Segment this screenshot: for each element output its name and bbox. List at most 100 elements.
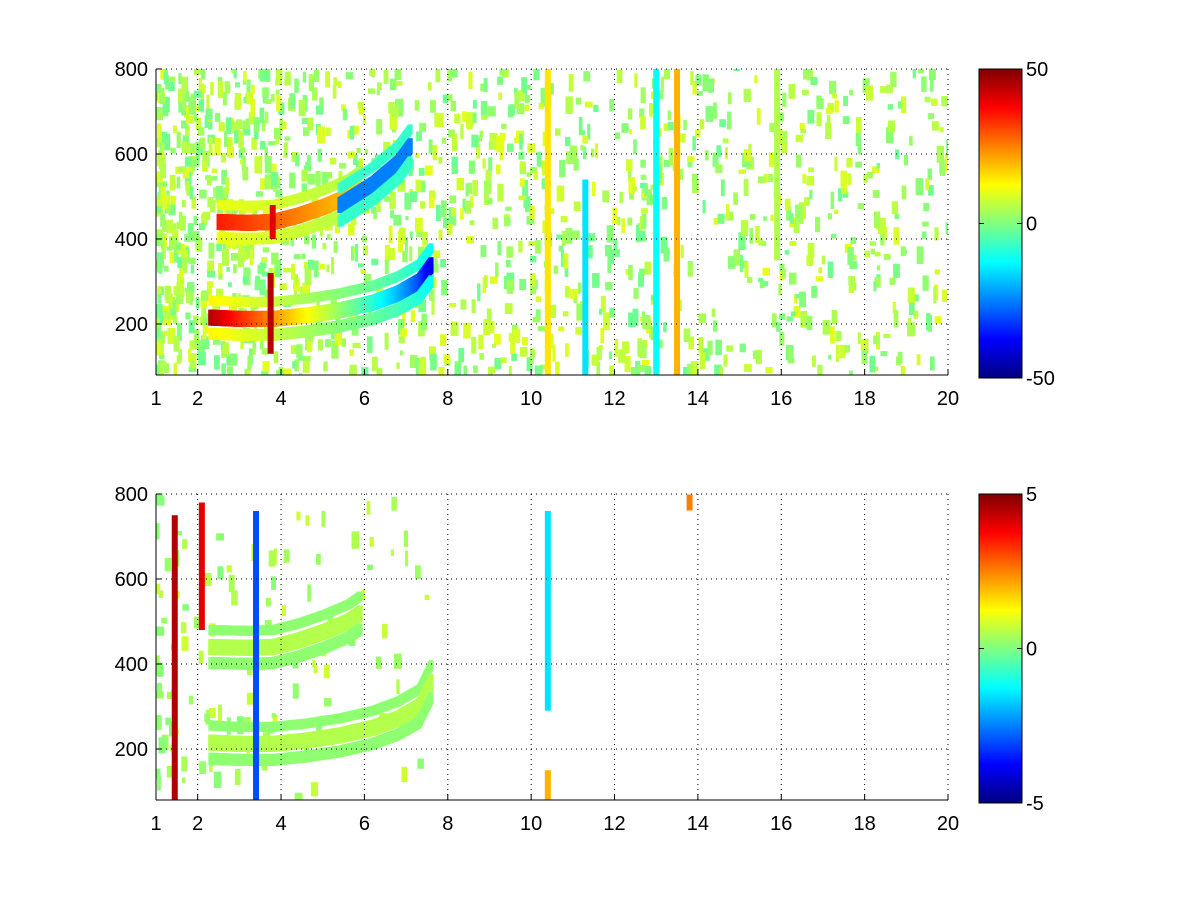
noise-cell xyxy=(610,249,615,265)
noise-cell xyxy=(451,156,458,175)
noise-cell xyxy=(415,217,423,233)
noise-cell xyxy=(178,349,183,362)
noise-cell xyxy=(529,205,535,220)
noise-cell xyxy=(842,116,850,125)
noise-cell xyxy=(226,366,233,375)
streak-mark xyxy=(653,69,660,375)
noise-cell xyxy=(733,249,740,266)
noise-cell xyxy=(242,124,251,136)
noise-cell xyxy=(283,142,288,158)
streak-mark xyxy=(267,273,274,354)
noise-cell xyxy=(361,589,365,600)
noise-cell xyxy=(156,494,164,498)
ridge-cell xyxy=(428,257,434,274)
noise-cell xyxy=(160,184,166,202)
noise-cell xyxy=(303,165,312,172)
noise-cell xyxy=(428,139,433,154)
noise-cell xyxy=(716,145,722,157)
noise-cell xyxy=(800,128,807,134)
noise-cell xyxy=(303,262,311,269)
noise-cell xyxy=(334,329,343,346)
noise-cell xyxy=(315,105,324,115)
noise-cell xyxy=(893,310,899,328)
noise-cell xyxy=(726,345,734,352)
noise-cell xyxy=(600,327,605,344)
noise-cell xyxy=(912,69,916,79)
noise-cell xyxy=(630,366,638,375)
noise-cell xyxy=(663,69,671,80)
noise-cell xyxy=(214,355,220,370)
noise-cell xyxy=(158,590,164,598)
noise-cell xyxy=(720,179,725,197)
noise-cell xyxy=(394,69,402,81)
noise-cell xyxy=(617,217,621,226)
noise-cell xyxy=(323,664,330,679)
noise-cell xyxy=(337,81,342,89)
noise-cell xyxy=(692,80,697,95)
noise-cell xyxy=(353,154,358,166)
noise-cell xyxy=(541,160,546,176)
noise-cell xyxy=(841,186,848,194)
noise-cell xyxy=(349,126,355,140)
noise-cell xyxy=(761,241,767,246)
noise-cell xyxy=(345,72,354,80)
noise-cell xyxy=(726,211,734,221)
noise-cell xyxy=(323,361,328,372)
noise-cell xyxy=(190,93,197,102)
noise-cell xyxy=(251,137,257,150)
noise-cell xyxy=(376,88,380,96)
noise-cell xyxy=(178,211,183,230)
y-tick-label: 400 xyxy=(115,229,148,251)
noise-cell xyxy=(540,364,548,370)
noise-cell xyxy=(779,271,784,281)
noise-cell xyxy=(517,92,525,102)
noise-cell xyxy=(892,301,896,314)
noise-cell xyxy=(442,94,448,104)
noise-cell xyxy=(315,170,321,187)
noise-cell xyxy=(157,775,161,791)
noise-cell xyxy=(886,84,893,94)
noise-cell xyxy=(687,161,693,168)
noise-cell xyxy=(462,111,467,122)
noise-cell xyxy=(569,145,577,164)
noise-cell xyxy=(187,223,194,240)
noise-cell xyxy=(827,261,834,278)
streak-mark xyxy=(544,770,551,800)
noise-cell xyxy=(907,287,915,303)
noise-cell xyxy=(181,636,189,651)
grid-lines xyxy=(156,68,949,375)
noise-cell xyxy=(463,322,471,339)
noise-cell xyxy=(743,149,751,162)
noise-cell xyxy=(156,318,160,328)
noise-cell xyxy=(265,99,272,105)
noise-cell xyxy=(251,84,255,94)
noise-cell xyxy=(519,278,527,291)
noise-cell xyxy=(238,130,244,149)
noise-cell xyxy=(505,206,512,211)
noise-cell xyxy=(471,134,479,148)
noise-cell xyxy=(233,69,237,79)
noise-cell xyxy=(173,245,179,263)
noise-cell xyxy=(156,523,160,540)
noise-cell xyxy=(402,238,407,245)
noise-cell xyxy=(438,156,443,164)
noise-cell xyxy=(216,288,224,297)
noise-cell xyxy=(494,333,501,345)
noise-cell xyxy=(621,341,630,354)
noise-cell xyxy=(189,143,196,155)
noise-cell xyxy=(192,159,200,167)
noise-cell xyxy=(930,98,938,106)
noise-cell xyxy=(156,321,161,339)
noise-cell xyxy=(587,123,591,140)
noise-cell xyxy=(160,232,165,250)
noise-cell xyxy=(156,364,160,375)
noise-cell xyxy=(294,273,299,284)
noise-cell xyxy=(168,203,176,216)
noise-cell xyxy=(533,69,540,81)
noise-cell xyxy=(418,358,427,375)
noise-cell xyxy=(202,324,207,340)
noise-cell xyxy=(668,148,674,166)
noise-cell xyxy=(188,257,196,265)
noise-cell xyxy=(313,69,320,82)
noise-cell xyxy=(376,368,383,375)
